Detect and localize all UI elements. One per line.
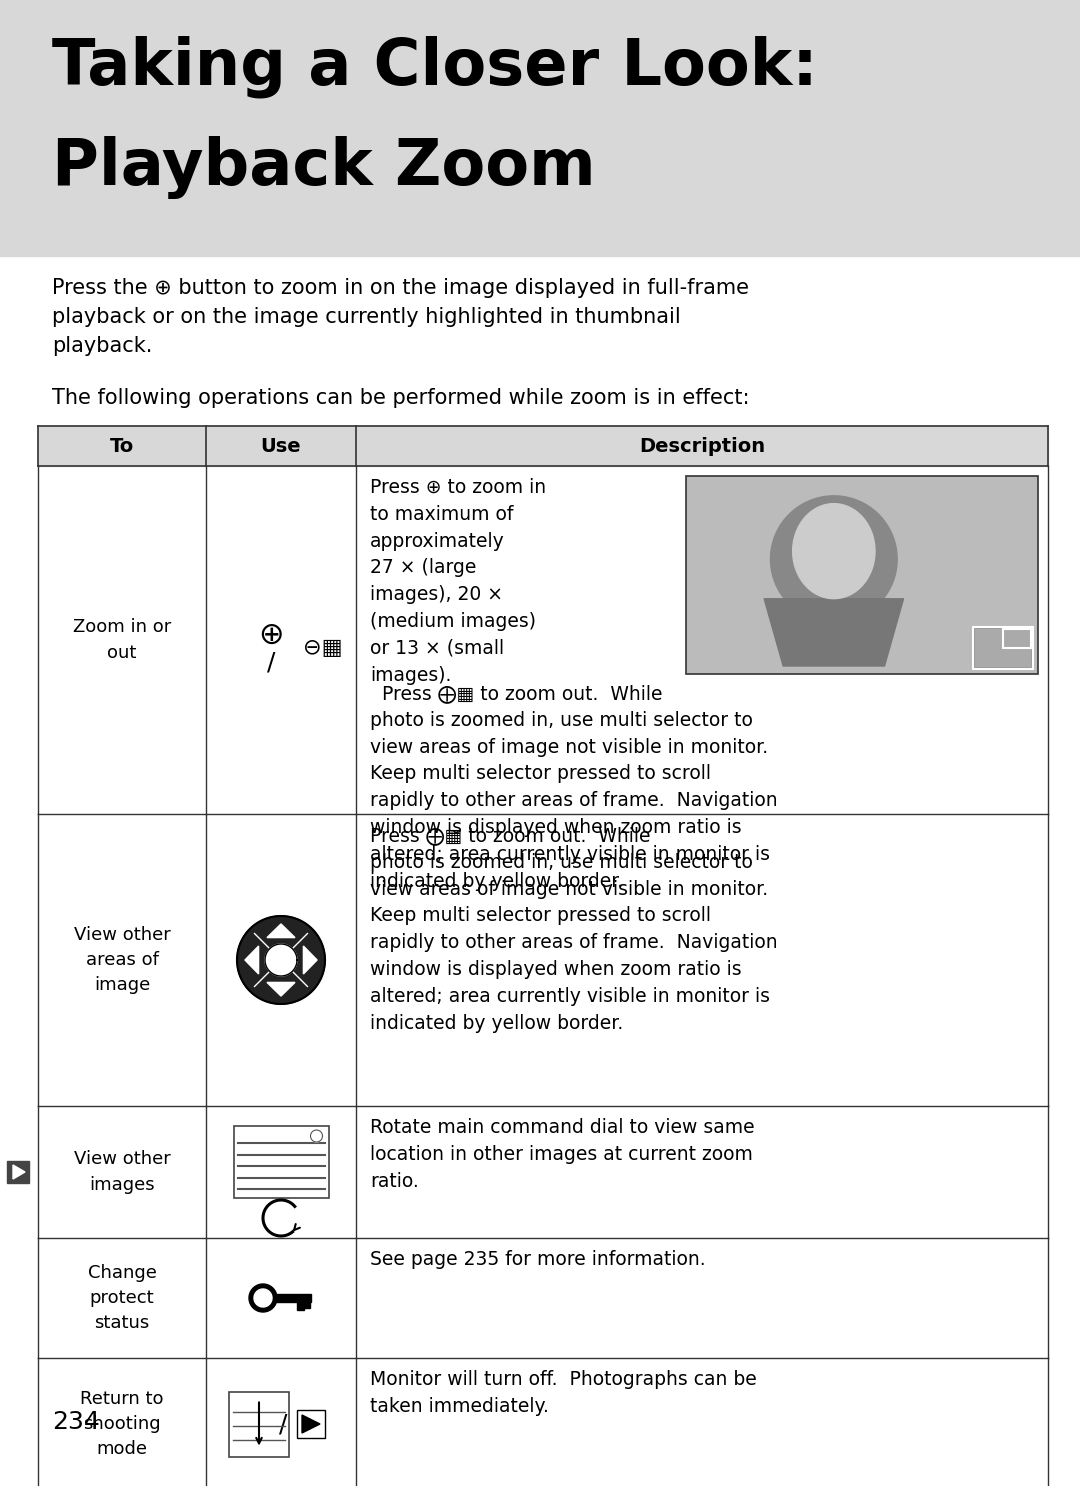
Polygon shape: [793, 504, 875, 599]
Polygon shape: [311, 1129, 323, 1143]
Polygon shape: [245, 947, 258, 973]
Text: Press ⊕ to zoom in
to maximum of
approximately
27 × (large
images), 20 ×
(medium: Press ⊕ to zoom in to maximum of approxi…: [370, 478, 546, 685]
Text: View other
images: View other images: [73, 1150, 171, 1193]
Bar: [38, 426, 1048, 467]
Text: /: /: [279, 1412, 287, 1435]
Text: Monitor will turn off.  Photographs can be
taken immediately.: Monitor will turn off. Photographs can b…: [370, 1370, 757, 1416]
Text: Use: Use: [260, 437, 301, 456]
Bar: [233, 1126, 328, 1198]
Text: Press ⨁▦ to zoom out.  While
photo is zoomed in, use multi selector to
view area: Press ⨁▦ to zoom out. While photo is zoo…: [370, 684, 778, 890]
Polygon shape: [267, 982, 295, 996]
Bar: [0, 0, 1080, 256]
Polygon shape: [265, 944, 297, 976]
Text: Rotate main command dial to view same
location in other images at current zoom
r: Rotate main command dial to view same lo…: [370, 1117, 755, 1190]
Text: See page 235 for more information.: See page 235 for more information.: [370, 1250, 705, 1269]
Bar: [264, 1294, 311, 1302]
Polygon shape: [770, 496, 897, 623]
Text: Press ⨁▦ to zoom out.  While
photo is zoomed in, use multi selector to
view area: Press ⨁▦ to zoom out. While photo is zoo…: [370, 826, 778, 1033]
Polygon shape: [237, 915, 325, 1005]
Bar: [297, 1302, 303, 1311]
Polygon shape: [254, 1288, 272, 1308]
Text: /: /: [267, 649, 275, 675]
Text: Taking a Closer Look:: Taking a Closer Look:: [52, 36, 818, 98]
Bar: [973, 627, 1032, 669]
Polygon shape: [13, 1165, 25, 1178]
Text: The following operations can be performed while zoom is in effect:: The following operations can be performe…: [52, 388, 750, 409]
Text: To: To: [110, 437, 134, 456]
Bar: [1003, 629, 1031, 648]
Polygon shape: [303, 947, 318, 973]
Bar: [303, 1302, 310, 1308]
Bar: [297, 1410, 325, 1438]
Text: Description: Description: [639, 437, 765, 456]
Bar: [686, 476, 1038, 675]
Text: Change
protect
status: Change protect status: [87, 1265, 157, 1331]
Text: View other
areas of
image: View other areas of image: [73, 926, 171, 994]
Text: Zoom in or
out: Zoom in or out: [72, 618, 171, 661]
Text: ⊕: ⊕: [258, 621, 284, 649]
Bar: [975, 629, 1031, 667]
Text: 234: 234: [52, 1410, 99, 1434]
Polygon shape: [302, 1415, 320, 1433]
Polygon shape: [249, 1284, 276, 1312]
Polygon shape: [765, 599, 904, 666]
Text: Press the ⊕ button to zoom in on the image displayed in full-frame
playback or o: Press the ⊕ button to zoom in on the ima…: [52, 278, 750, 355]
Text: Return to
shooting
mode: Return to shooting mode: [80, 1389, 164, 1458]
Text: ⊖▦: ⊖▦: [303, 637, 342, 658]
Bar: [229, 1391, 289, 1456]
Polygon shape: [267, 924, 295, 938]
Bar: [6, 1161, 29, 1183]
Text: Playback Zoom: Playback Zoom: [52, 137, 596, 199]
